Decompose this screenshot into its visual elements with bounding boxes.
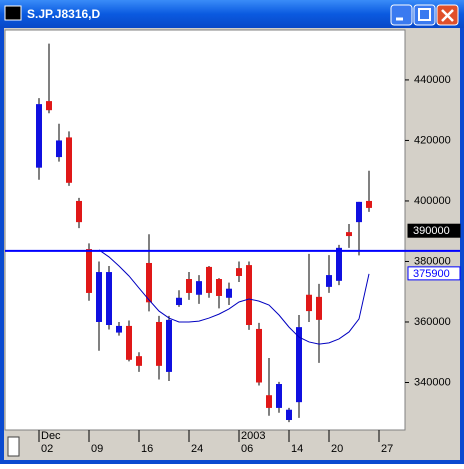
- candle-body: [36, 104, 42, 168]
- minimize-button[interactable]: [390, 4, 413, 26]
- candle-body: [126, 325, 132, 360]
- candle-body: [246, 265, 252, 326]
- candle-body: [226, 288, 232, 298]
- candle-body: [286, 409, 292, 421]
- candle-body: [96, 272, 102, 322]
- candle-body: [236, 268, 242, 276]
- price-label-box: [407, 266, 461, 281]
- candle-body: [206, 266, 212, 293]
- candle-body: [166, 319, 172, 372]
- x-tick-label: 20: [331, 443, 343, 455]
- price-label-box: [407, 223, 461, 238]
- candle-body: [46, 101, 52, 111]
- candle-body: [336, 247, 342, 281]
- price-label: 375900: [413, 268, 450, 280]
- x-tick-label: 16: [141, 443, 153, 455]
- candle-body: [346, 232, 352, 237]
- x-tick-label: 06: [241, 443, 253, 455]
- scroll-box[interactable]: [7, 436, 20, 457]
- candle-body: [316, 296, 322, 320]
- price-label: 390000: [413, 225, 450, 237]
- candle-body: [196, 281, 202, 295]
- y-tick-label: 380000: [414, 255, 451, 267]
- candle-body: [66, 137, 72, 183]
- candle-body: [186, 279, 192, 293]
- x-tick-label: 02: [41, 443, 53, 455]
- candle-body: [146, 262, 152, 303]
- candle-body: [76, 200, 82, 223]
- candle-body: [366, 200, 372, 208]
- plot-area: [4, 29, 406, 431]
- candle-body: [156, 321, 162, 366]
- title-bar: [0, 0, 464, 28]
- candle-body: [216, 279, 222, 296]
- candle-body: [306, 294, 312, 312]
- candle-body: [296, 327, 302, 403]
- y-tick-label: 360000: [414, 316, 451, 328]
- candle-body: [116, 325, 122, 333]
- candle-body: [56, 140, 62, 158]
- moving-average: [98, 249, 370, 345]
- period-label: 2003: [241, 430, 265, 442]
- x-tick-label: 24: [191, 443, 203, 455]
- candle-body: [106, 272, 112, 326]
- close-icon: [441, 9, 454, 22]
- x-tick-label: 27: [381, 443, 393, 455]
- candle-body: [326, 275, 332, 287]
- candle-body: [256, 328, 262, 383]
- candle-body: [276, 384, 282, 408]
- window-title: S.JP.J8316,D: [27, 7, 101, 21]
- app-icon: [4, 5, 22, 21]
- y-tick-label: 340000: [414, 376, 451, 388]
- candle-body: [266, 395, 272, 408]
- y-tick-label: 420000: [414, 134, 451, 146]
- maximize-icon: [418, 8, 431, 21]
- y-tick-label: 400000: [414, 195, 451, 207]
- candle-body: [136, 356, 142, 366]
- candle-body: [86, 249, 92, 293]
- x-tick-label: 09: [91, 443, 103, 455]
- period-label: Dec: [41, 430, 61, 442]
- x-tick-label: 14: [291, 443, 303, 455]
- candle-body: [356, 201, 362, 223]
- y-tick-label: 440000: [414, 74, 451, 86]
- candle-body: [176, 297, 182, 306]
